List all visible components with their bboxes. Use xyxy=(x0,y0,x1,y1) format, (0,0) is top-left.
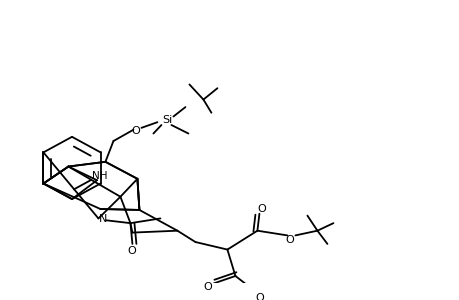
Text: N: N xyxy=(99,214,107,224)
Text: NH: NH xyxy=(92,171,107,182)
Text: O: O xyxy=(254,293,263,300)
Text: O: O xyxy=(257,204,265,214)
Text: O: O xyxy=(127,245,135,256)
Text: Si: Si xyxy=(162,115,172,125)
Text: O: O xyxy=(131,126,140,136)
Text: O: O xyxy=(285,235,293,245)
Text: O: O xyxy=(202,282,211,292)
